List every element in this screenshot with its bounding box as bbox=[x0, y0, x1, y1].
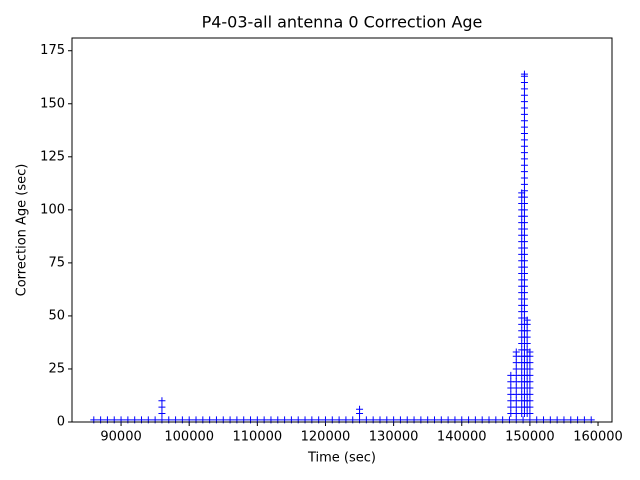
point bbox=[520, 199, 528, 207]
x-tick-label: 160000 bbox=[573, 430, 623, 445]
y-tick-label: 175 bbox=[40, 43, 65, 58]
point bbox=[158, 403, 166, 411]
y-tick-label: 100 bbox=[40, 202, 65, 217]
point bbox=[526, 390, 534, 398]
x-tick-label: 120000 bbox=[301, 430, 351, 445]
point bbox=[526, 384, 534, 392]
y-tick-label: 50 bbox=[48, 308, 65, 323]
point bbox=[158, 397, 166, 405]
x-tick-label: 90000 bbox=[100, 430, 141, 445]
point bbox=[520, 174, 528, 182]
point bbox=[523, 333, 531, 341]
point bbox=[520, 263, 528, 271]
point bbox=[158, 410, 166, 418]
y-tick-label: 25 bbox=[48, 361, 65, 376]
point bbox=[520, 142, 528, 150]
chart-title: P4-03-all antenna 0 Correction Age bbox=[202, 13, 483, 32]
point bbox=[526, 348, 534, 356]
y-tick-label: 75 bbox=[48, 255, 65, 270]
point bbox=[520, 212, 528, 220]
point bbox=[520, 301, 528, 309]
point bbox=[520, 79, 528, 87]
x-axis-label: Time (sec) bbox=[307, 451, 376, 466]
x-tick-label: 110000 bbox=[233, 430, 283, 445]
point bbox=[520, 123, 528, 131]
point bbox=[520, 257, 528, 265]
point bbox=[520, 238, 528, 246]
point bbox=[520, 206, 528, 214]
point bbox=[520, 276, 528, 284]
point bbox=[520, 225, 528, 233]
point bbox=[520, 295, 528, 303]
point bbox=[520, 168, 528, 176]
point bbox=[520, 193, 528, 201]
point bbox=[520, 70, 528, 78]
point bbox=[520, 219, 528, 227]
x-tick-label: 140000 bbox=[437, 430, 487, 445]
point bbox=[520, 129, 528, 137]
x-tick-label: 150000 bbox=[505, 430, 555, 445]
x-tick-label: 130000 bbox=[369, 430, 419, 445]
point bbox=[526, 410, 534, 418]
point bbox=[520, 231, 528, 239]
point bbox=[523, 327, 531, 335]
point bbox=[520, 180, 528, 188]
point bbox=[520, 104, 528, 112]
point bbox=[520, 282, 528, 290]
point bbox=[526, 365, 534, 373]
point bbox=[512, 348, 520, 356]
point bbox=[520, 110, 528, 118]
point bbox=[526, 371, 534, 379]
point bbox=[520, 149, 528, 157]
point bbox=[520, 289, 528, 297]
points bbox=[90, 70, 595, 424]
y-tick-label: 125 bbox=[40, 149, 65, 164]
point bbox=[520, 161, 528, 169]
y-tick-label: 0 bbox=[57, 415, 65, 430]
point bbox=[520, 250, 528, 258]
point bbox=[520, 269, 528, 277]
point bbox=[520, 85, 528, 93]
point bbox=[356, 405, 364, 413]
point bbox=[520, 155, 528, 163]
point bbox=[520, 91, 528, 99]
y-axis-label: Correction Age (sec) bbox=[15, 164, 30, 297]
point bbox=[526, 403, 534, 411]
y-tick-label: 150 bbox=[40, 96, 65, 111]
point bbox=[520, 136, 528, 144]
x-tick-label: 100000 bbox=[164, 430, 214, 445]
point bbox=[526, 378, 534, 386]
point bbox=[520, 187, 528, 195]
point bbox=[523, 316, 531, 324]
point bbox=[523, 340, 531, 348]
point bbox=[520, 244, 528, 252]
point bbox=[520, 117, 528, 125]
point bbox=[526, 359, 534, 367]
point bbox=[520, 308, 528, 316]
plot-frame bbox=[71, 37, 613, 423]
point bbox=[520, 98, 528, 106]
point bbox=[526, 397, 534, 405]
